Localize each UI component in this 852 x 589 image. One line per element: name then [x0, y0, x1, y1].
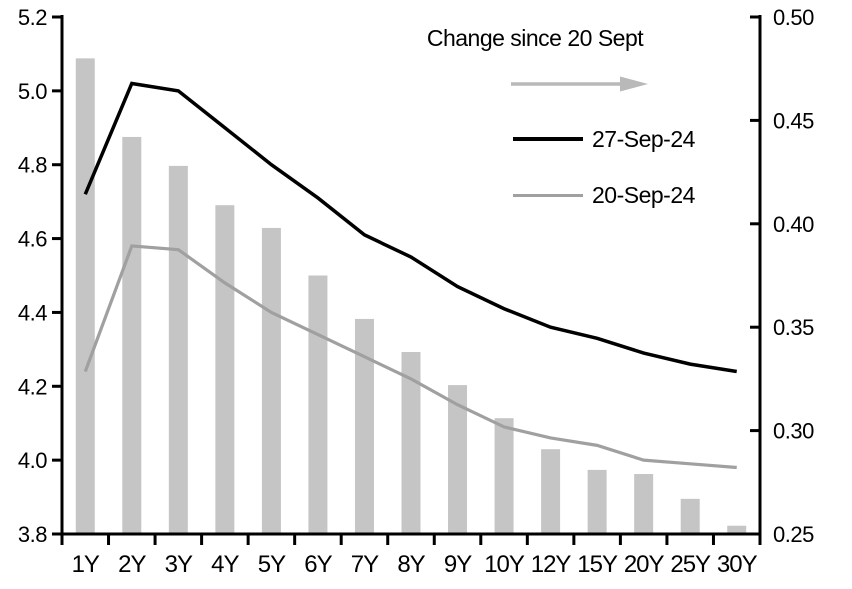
- bar-3Y: [168, 165, 188, 534]
- right-axis-tick-label: 0.40: [773, 212, 814, 237]
- bar-10Y: [494, 418, 514, 534]
- bar-25Y: [680, 498, 700, 534]
- x-axis-category-label: 7Y: [351, 551, 379, 578]
- x-axis-category-label: 15Y: [577, 551, 618, 578]
- bar-2Y: [122, 136, 142, 534]
- series-line-20-Sep-24: [83, 244, 737, 470]
- bar-20Y: [634, 474, 654, 534]
- left-axis-tick-label: 5.2: [18, 5, 47, 30]
- x-axis-category-label: 3Y: [165, 551, 193, 578]
- x-axis-category-label: 10Y: [484, 551, 525, 578]
- x-axis-category-label: 30Y: [717, 551, 758, 578]
- right-axis-tick-label: 0.45: [773, 108, 814, 133]
- right-axis-tick-label: 0.50: [773, 5, 814, 30]
- bar-4Y: [215, 205, 235, 535]
- bar-12Y: [541, 449, 561, 534]
- left-axis-tick-label: 4.4: [18, 300, 47, 325]
- bar-15Y: [587, 469, 607, 534]
- right-axis-tick-label: 0.30: [773, 419, 814, 444]
- x-axis-category-label: 12Y: [531, 551, 572, 578]
- left-axis-tick-label: 4.8: [18, 153, 47, 178]
- right-axis-tick-label: 0.35: [773, 315, 814, 340]
- x-axis-category-label: 4Y: [211, 551, 239, 578]
- left-axis-tick-label: 3.8: [18, 522, 47, 547]
- bar-5Y: [261, 227, 281, 534]
- series-line-27-Sep-24: [83, 81, 738, 374]
- x-axis-category-label: 8Y: [397, 551, 425, 578]
- bar-8Y: [401, 352, 421, 534]
- bar-1Y: [75, 58, 95, 535]
- bar-6Y: [308, 275, 328, 534]
- bar-9Y: [448, 385, 468, 534]
- left-axis-tick-label: 4.0: [18, 448, 47, 473]
- right-axis-tick-label: 0.25: [773, 522, 814, 547]
- x-axis-category-label: 5Y: [258, 551, 286, 578]
- left-axis-tick-label: 4.6: [18, 227, 47, 252]
- x-axis-category-label: 6Y: [304, 551, 332, 578]
- left-axis-tick-label: 5.0: [18, 79, 47, 104]
- left-axis-tick-label: 4.2: [18, 374, 47, 399]
- x-axis-category-label: 25Y: [670, 551, 711, 578]
- bar-30Y: [727, 525, 747, 534]
- x-axis-category-label: 20Y: [624, 551, 665, 578]
- bar-7Y: [354, 318, 374, 534]
- x-axis-category-label: 9Y: [444, 551, 472, 578]
- x-axis-category-label: 1Y: [72, 551, 100, 578]
- x-axis-category-label: 2Y: [118, 551, 146, 578]
